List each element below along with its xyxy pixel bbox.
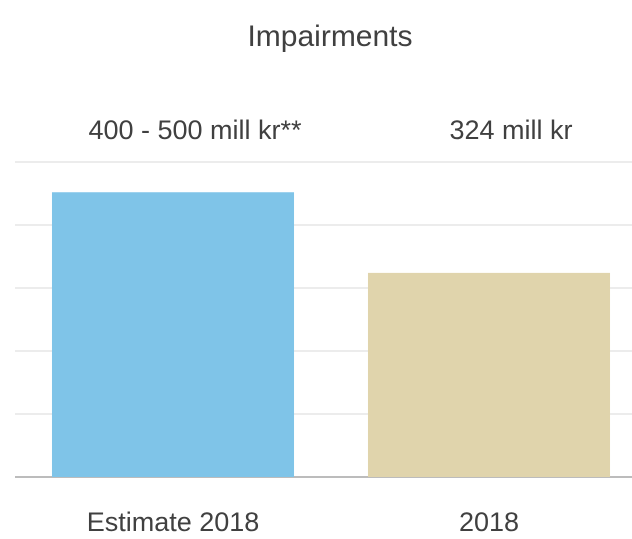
x-tick-label: 2018 <box>459 507 519 537</box>
data-label: 400 - 500 mill kr** <box>88 115 302 145</box>
bar <box>367 272 611 477</box>
data-label: 324 mill kr <box>449 115 572 145</box>
chart-title: Impairments <box>247 20 412 53</box>
bar <box>51 192 295 478</box>
x-tick-label: Estimate 2018 <box>87 507 260 537</box>
